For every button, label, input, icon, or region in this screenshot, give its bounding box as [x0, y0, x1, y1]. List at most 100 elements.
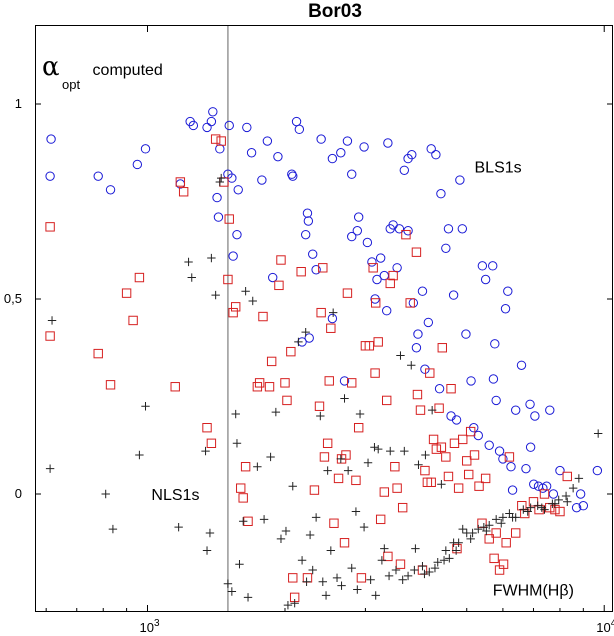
- plus-point: [308, 565, 317, 575]
- plus-point: [374, 444, 383, 454]
- square-point: [240, 462, 251, 472]
- plus-point: [174, 522, 183, 532]
- circle-point: [461, 329, 471, 339]
- plus-point: [266, 452, 275, 462]
- plus-point: [554, 495, 563, 505]
- square-point: [288, 573, 298, 583]
- square-point: [464, 469, 474, 480]
- square-point: [202, 423, 212, 433]
- square-point: [383, 551, 393, 562]
- square-point: [371, 298, 381, 308]
- plus-point: [550, 499, 560, 508]
- annotation-label: BLS1s: [475, 159, 522, 176]
- circle-point: [372, 274, 382, 285]
- square-point: [302, 573, 313, 583]
- plus-point: [340, 394, 349, 403]
- circle-point: [242, 122, 252, 133]
- circle-point: [382, 306, 392, 316]
- circle-point: [525, 399, 535, 409]
- plus-point: [332, 573, 342, 583]
- circle-point: [347, 169, 357, 179]
- annotation-label: FWHM(Hβ): [493, 583, 574, 600]
- square-point: [264, 382, 275, 392]
- square-point: [484, 534, 494, 544]
- y-tick-label: 0,5: [4, 291, 22, 306]
- circle-point: [457, 224, 468, 234]
- plus-point: [135, 450, 144, 460]
- square-point: [45, 331, 55, 341]
- square-point: [458, 434, 468, 445]
- square-point: [375, 514, 386, 525]
- plus-point: [370, 443, 379, 452]
- plus-point: [421, 450, 430, 460]
- circle-point: [434, 384, 445, 394]
- plus-point: [108, 524, 118, 534]
- square-point: [434, 403, 444, 413]
- circle-point: [206, 116, 217, 127]
- plus-point: [400, 446, 409, 456]
- square-point: [316, 307, 326, 318]
- square-point: [318, 263, 328, 273]
- circle-point: [268, 272, 278, 283]
- plus-point: [403, 571, 413, 581]
- square-point: [449, 438, 460, 449]
- plus-point: [437, 480, 446, 489]
- circle-point: [287, 169, 297, 179]
- circle-point: [507, 485, 518, 495]
- square-point: [236, 483, 246, 493]
- plus-point: [497, 519, 506, 528]
- square-point: [341, 450, 351, 460]
- circle-point: [510, 405, 521, 415]
- circle-point: [294, 124, 305, 135]
- circle-point: [175, 179, 186, 189]
- y-tick-label: 0: [15, 486, 22, 501]
- square-point: [351, 475, 361, 486]
- plus-point: [593, 429, 603, 438]
- circle-point: [359, 142, 369, 152]
- plus-point: [276, 534, 286, 544]
- circle-point: [477, 261, 488, 271]
- circle-point: [353, 212, 364, 222]
- circle-point: [342, 136, 353, 146]
- circle-point: [555, 465, 565, 476]
- plus-point: [445, 554, 454, 563]
- circle-point: [45, 171, 55, 181]
- square-point: [373, 337, 383, 347]
- circle-point: [339, 376, 350, 386]
- square-point: [405, 298, 415, 308]
- square-point: [443, 471, 454, 482]
- square-point: [314, 401, 325, 411]
- plus-point: [281, 526, 291, 536]
- circle-point: [530, 411, 540, 421]
- plus-point: [336, 454, 346, 464]
- plus-point: [491, 515, 501, 524]
- plus-point: [533, 501, 542, 510]
- square-point: [562, 471, 572, 482]
- circle-point: [484, 440, 494, 450]
- circle-point: [516, 360, 527, 370]
- circle-point: [491, 395, 501, 406]
- plus-point: [430, 563, 440, 573]
- square-point: [498, 559, 509, 569]
- plus-point: [201, 446, 210, 456]
- circle-point: [417, 286, 428, 296]
- square-point: [539, 489, 550, 499]
- circle-point: [383, 138, 393, 148]
- square-point: [453, 483, 464, 493]
- square-point: [178, 187, 189, 197]
- square-point: [324, 376, 334, 386]
- circle-point: [212, 192, 222, 203]
- circle-point: [408, 298, 419, 308]
- plus-point: [211, 290, 220, 300]
- square-point: [411, 247, 422, 257]
- square-point: [441, 452, 451, 462]
- plus-point: [259, 515, 269, 524]
- circle-point: [498, 454, 508, 464]
- square-point: [319, 452, 330, 462]
- y-tick-label: 1: [15, 96, 22, 111]
- circle-point: [506, 462, 516, 472]
- circle-point: [246, 148, 257, 158]
- square-point: [105, 380, 116, 390]
- plus-point: [202, 546, 212, 555]
- plus-point: [418, 561, 427, 571]
